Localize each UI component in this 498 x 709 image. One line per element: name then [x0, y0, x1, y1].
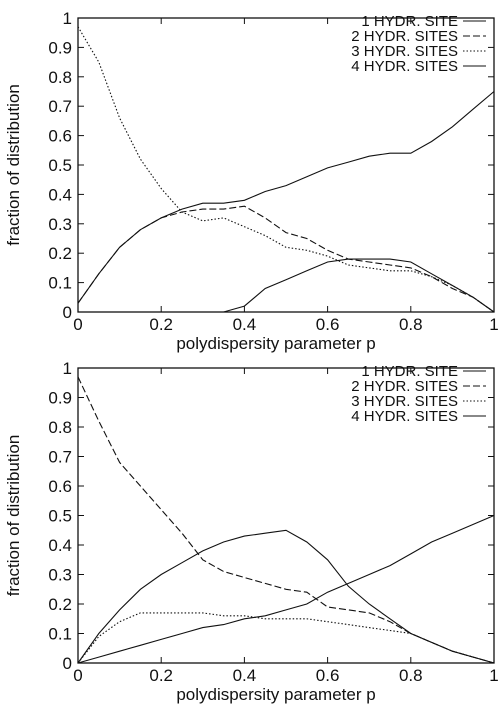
y-tick-label: 0.5 [48, 507, 72, 526]
series-line-3 [77, 612, 495, 664]
x-tick-label: 1 [489, 666, 498, 685]
y-tick-label: 0.6 [48, 477, 72, 496]
x-tick-label: 0 [73, 315, 82, 334]
y-tick-label: 0.8 [48, 418, 72, 437]
x-tick-label: 1 [489, 315, 498, 334]
x-tick-label: 0.6 [316, 315, 340, 334]
x-tick-label: 0.2 [149, 315, 173, 334]
y-tick-label: 0.8 [48, 68, 72, 87]
series-line-1 [77, 529, 495, 664]
legend-label-4: 4 HYDR. SITES [351, 408, 458, 425]
x-axis-label: polydispersity parameter p [176, 334, 375, 353]
y-tick-label: 0.9 [48, 38, 72, 57]
y-tick-label: 0.7 [48, 97, 72, 116]
series-line-4 [77, 514, 495, 664]
y-tick-label: 1 [63, 359, 72, 378]
y-tick-label: 0.1 [48, 274, 72, 293]
legend-label-4: 4 HYDR. SITES [351, 58, 458, 75]
y-tick-label: 0 [63, 654, 72, 673]
x-tick-label: 0.6 [316, 666, 340, 685]
y-axis-label: fraction of distribution [4, 84, 23, 246]
x-tick-label: 0.2 [149, 666, 173, 685]
y-tick-label: 1 [63, 9, 72, 28]
series-line-4 [78, 258, 495, 313]
x-tick-label: 0 [73, 666, 82, 685]
legend-label-2: 2 HYDR. SITES [351, 28, 458, 45]
x-tick-label: 0.4 [233, 666, 257, 685]
y-tick-label: 0.2 [48, 244, 72, 263]
y-tick-label: 0.3 [48, 566, 72, 585]
y-tick-label: 0.5 [48, 156, 72, 175]
y-tick-label: 0.1 [48, 625, 72, 644]
legend-label-3: 3 HYDR. SITES [351, 393, 458, 410]
top-chart: 0 0.1 0.2 0.3 0.4 0.5 0.6 0.7 0.8 0.9 1 0 0.2 0.4 0.6 0… [4, 9, 498, 353]
y-tick-label: 0.6 [48, 127, 72, 146]
series-line-3 [77, 26, 495, 313]
y-tick-label: 0.4 [48, 536, 72, 555]
y-tick-label: 0.9 [48, 389, 72, 408]
legend-label-1: 1 HYDR. SITE [361, 13, 458, 30]
x-tick-label: 0.8 [399, 315, 423, 334]
y-tick-label: 0.3 [48, 215, 72, 234]
series-line-1 [77, 91, 495, 304]
y-tick-label: 0.4 [48, 185, 72, 204]
y-tick-label: 0 [63, 303, 72, 322]
x-axis-label: polydispersity parameter p [176, 685, 375, 704]
bottom-chart: 0 0.1 0.2 0.3 0.4 0.5 0.6 0.7 0.8 0.9 1 0 0.2 0.4 0.6 0… [4, 359, 498, 704]
legend-label-1: 1 HYDR. SITE [361, 363, 458, 380]
legend-label-3: 3 HYDR. SITES [351, 43, 458, 60]
y-axis-label: fraction of distribution [4, 435, 23, 597]
legend-label-2: 2 HYDR. SITES [351, 378, 458, 395]
y-tick-label: 0.7 [48, 448, 72, 467]
series-line-2 [77, 205, 495, 313]
x-tick-label: 0.4 [233, 315, 257, 334]
y-tick-label: 0.2 [48, 595, 72, 614]
x-tick-label: 0.8 [399, 666, 423, 685]
